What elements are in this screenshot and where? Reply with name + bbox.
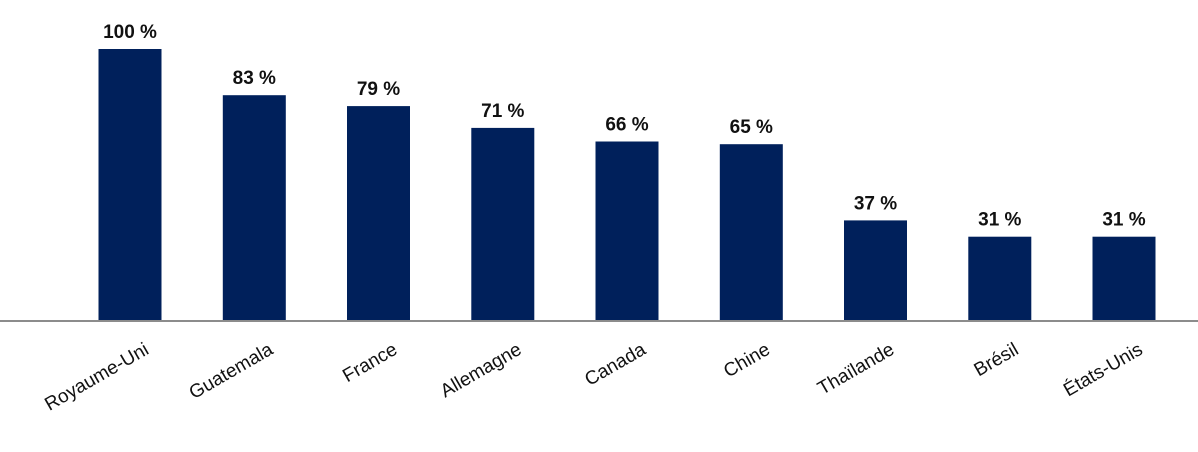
value-label-3: 79 %	[357, 79, 400, 100]
bar-7	[844, 220, 907, 321]
category-label-4: Allemagne	[437, 339, 525, 402]
bar-2	[222, 95, 286, 321]
value-label-5: 66 %	[605, 115, 648, 136]
value-label-1: 100 %	[103, 22, 157, 43]
value-label-6: 65 %	[730, 117, 773, 138]
value-label-9: 31 %	[1102, 210, 1145, 231]
value-label-4: 71 %	[481, 101, 524, 122]
bar-8	[968, 236, 1032, 321]
value-labels-layer: 100 % 83 % 79 % 71 % 66 % 65 % 37 % 31 % 31 %	[103, 22, 1146, 231]
bars-layer	[98, 49, 1156, 322]
bar-3	[347, 106, 410, 321]
bar-9	[1092, 236, 1156, 321]
value-label-8: 31 %	[978, 210, 1021, 231]
category-labels-layer: Royaume-Uni Guatemala France Allemagne Canad…	[41, 339, 1146, 415]
category-label-1: Royaume-Uni	[41, 339, 152, 415]
category-label-7: Thaïlande	[814, 339, 898, 399]
bar-4	[471, 127, 535, 322]
bar-1	[98, 49, 162, 321]
category-label-6: Chine	[720, 339, 774, 382]
bar-6	[719, 144, 783, 321]
category-label-2: Guatemala	[186, 339, 277, 404]
bar-5	[595, 141, 659, 321]
category-label-5: Canada	[581, 339, 650, 391]
category-label-8: Brésil	[971, 339, 1023, 381]
value-label-7: 37 %	[854, 193, 897, 214]
value-label-2: 83 %	[233, 68, 276, 89]
category-label-3: France	[339, 339, 401, 387]
category-label-9: États-Unis	[1060, 339, 1146, 401]
